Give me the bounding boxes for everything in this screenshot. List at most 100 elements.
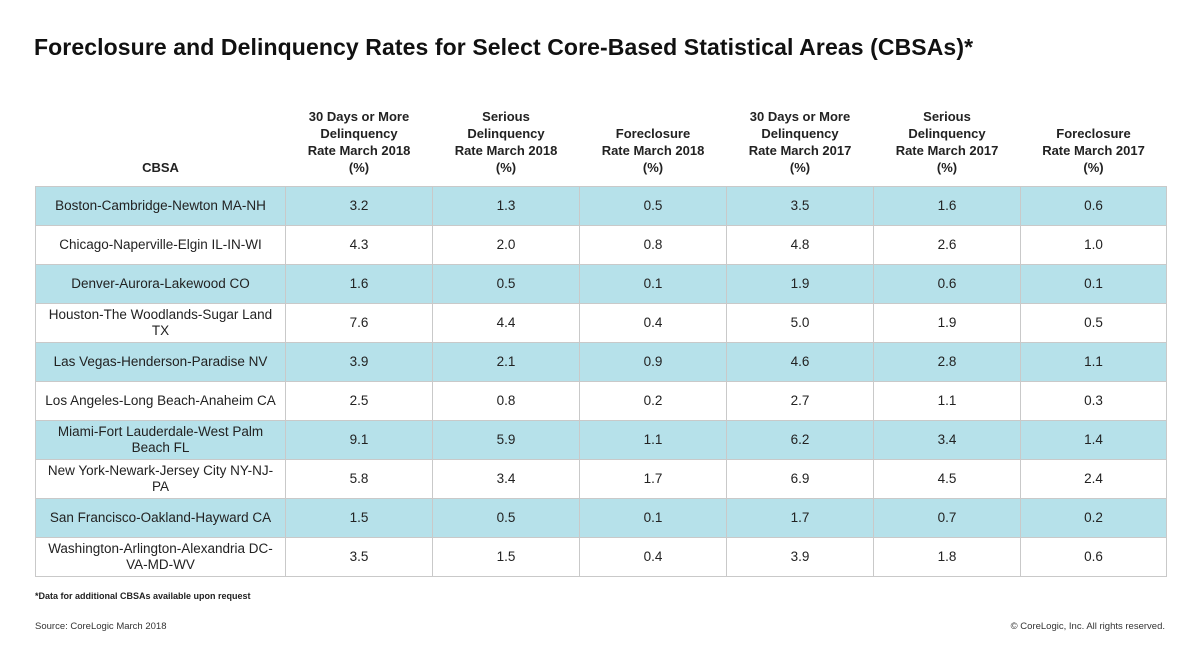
- rate-cell: 0.9: [579, 342, 727, 382]
- column-header: 30 Days or More Delinquency Rate March 201…: [285, 89, 433, 187]
- rate-cell: 0.6: [873, 264, 1021, 304]
- column-header-line: (%): [495, 160, 517, 175]
- table-row: Boston-Cambridge-Newton MA-NH 3.2 1.3 0.5 3.…: [35, 186, 1167, 226]
- table-row: Denver-Aurora-Lakewood CO 1.6 0.5 0.1 1.9 0.6…: [35, 264, 1167, 304]
- rate-cell: 4.8: [726, 225, 874, 265]
- rate-cell: 0.3: [1020, 381, 1167, 421]
- column-header-line: Delinquency: [467, 126, 545, 141]
- rate-cell: 6.2: [726, 420, 874, 460]
- column-header-line: Rate March 2017: [895, 143, 999, 158]
- column-header-line: (%): [936, 160, 958, 175]
- rate-cell: 0.8: [579, 225, 727, 265]
- rate-cell: 2.1: [432, 342, 580, 382]
- cbsa-name-cell: Washington-Arlington-Alexan­dria DC-VA-M…: [35, 537, 286, 577]
- column-header-line: 30 Days or More: [308, 109, 410, 124]
- table-row: Las Vegas-Henderson-Paradise NV 3.9 2.1 0.9…: [35, 342, 1167, 382]
- column-header-cbsa: CBSA: [35, 89, 286, 187]
- table-row: Los Angeles-Long Beach-Ana­heim CA 2.5 0.8…: [35, 381, 1167, 421]
- rate-cell: 1.3: [432, 186, 580, 226]
- column-header-line: Rate March 2018: [601, 143, 705, 158]
- rate-cell: 0.8: [432, 381, 580, 421]
- rate-cell: 1.9: [726, 264, 874, 304]
- cbsa-name-cell: Houston-The Woodlands-Sugar Land TX: [35, 303, 286, 343]
- table-row: San Francisco-Oakland-Hayward CA 1.5 0.5 0.…: [35, 498, 1167, 538]
- column-header-line: Rate March 2018: [454, 143, 558, 158]
- column-header: Foreclosure Rate March 2018 (%): [579, 89, 727, 187]
- rate-cell: 0.1: [579, 264, 727, 304]
- page-title: Foreclosure and Delinquency Rates for Se…: [34, 34, 974, 60]
- column-header-line: CBSA: [142, 160, 179, 175]
- column-header-line: (%): [789, 160, 811, 175]
- table-row: Houston-The Woodlands-Sugar Land TX 7.6 4.…: [35, 303, 1167, 343]
- column-header-line: Rate March 2017: [1042, 143, 1145, 158]
- copyright-note: © CoreLogic, Inc. All rights reserved.: [1010, 621, 1165, 632]
- table-body: Boston-Cambridge-Newton MA-NH 3.2 1.3 0.5 3.…: [35, 186, 1167, 577]
- rates-table: CBSA 30 Days or More Delinquency Rate March…: [35, 89, 1167, 577]
- rate-cell: 1.6: [873, 186, 1021, 226]
- rate-cell: 1.1: [579, 420, 727, 460]
- cbsa-name-cell: New York-Newark-Jersey City NY-NJ-PA: [35, 459, 286, 499]
- rate-cell: 2.5: [285, 381, 433, 421]
- rate-cell: 1.4: [1020, 420, 1167, 460]
- rate-cell: 0.5: [579, 186, 727, 226]
- rate-cell: 0.4: [579, 303, 727, 343]
- rate-cell: 2.4: [1020, 459, 1167, 499]
- rate-cell: 2.8: [873, 342, 1021, 382]
- rate-cell: 4.4: [432, 303, 580, 343]
- column-header-line: (%): [348, 160, 370, 175]
- rate-cell: 2.0: [432, 225, 580, 265]
- rate-cell: 3.4: [432, 459, 580, 499]
- rate-cell: 0.7: [873, 498, 1021, 538]
- rate-cell: 0.5: [432, 498, 580, 538]
- rate-cell: 0.6: [1020, 186, 1167, 226]
- rate-cell: 3.4: [873, 420, 1021, 460]
- rate-cell: 5.9: [432, 420, 580, 460]
- cbsa-name-cell: San Francisco-Oakland-Hayward CA: [35, 498, 286, 538]
- rate-cell: 0.4: [579, 537, 727, 577]
- rate-cell: 6.9: [726, 459, 874, 499]
- rate-cell: 7.6: [285, 303, 433, 343]
- rate-cell: 1.5: [432, 537, 580, 577]
- footnote: *Data for additional CBSAs available upo…: [35, 591, 251, 601]
- rate-cell: 0.2: [1020, 498, 1167, 538]
- rate-cell: 9.1: [285, 420, 433, 460]
- rate-cell: 3.5: [726, 186, 874, 226]
- column-header-line: (%): [1083, 160, 1104, 175]
- source-note: Source: CoreLogic March 2018: [35, 621, 167, 632]
- rate-cell: 3.9: [726, 537, 874, 577]
- rate-cell: 4.3: [285, 225, 433, 265]
- rate-cell: 3.9: [285, 342, 433, 382]
- rate-cell: 1.9: [873, 303, 1021, 343]
- rate-cell: 1.0: [1020, 225, 1167, 265]
- rate-cell: 0.1: [579, 498, 727, 538]
- column-header-line: Foreclosure: [1056, 126, 1131, 141]
- rate-cell: 5.0: [726, 303, 874, 343]
- rate-cell: 1.5: [285, 498, 433, 538]
- column-header-line: Serious: [482, 109, 530, 124]
- rate-cell: 0.5: [1020, 303, 1167, 343]
- cbsa-name-cell: Denver-Aurora-Lakewood CO: [35, 264, 286, 304]
- column-header: Serious Delinquency Rate March 2017 (%): [873, 89, 1021, 187]
- table-row: Miami-Fort Lauderdale-West Palm Beach FL…: [35, 420, 1167, 460]
- column-header: Serious Delinquency Rate March 2018 (%): [432, 89, 580, 187]
- rate-cell: 1.1: [1020, 342, 1167, 382]
- rate-cell: 1.8: [873, 537, 1021, 577]
- table-header-row: CBSA 30 Days or More Delinquency Rate March…: [35, 89, 1167, 187]
- column-header: Foreclosure Rate March 2017 (%): [1020, 89, 1167, 187]
- column-header-line: Rate March 2018: [307, 143, 411, 158]
- rate-cell: 3.5: [285, 537, 433, 577]
- rate-cell: 0.5: [432, 264, 580, 304]
- cbsa-name-cell: Boston-Cambridge-Newton MA-NH: [35, 186, 286, 226]
- cbsa-name-cell: Chicago-Naperville-Elgin IL-IN-WI: [35, 225, 286, 265]
- column-header-line: Rate March 2017: [748, 143, 852, 158]
- column-header: 30 Days or More Delinquency Rate March 201…: [726, 89, 874, 187]
- column-header-line: (%): [642, 160, 664, 175]
- column-header-line: Delinquency: [761, 126, 839, 141]
- table-row: New York-Newark-Jersey City NY-NJ-PA 5.8 3…: [35, 459, 1167, 499]
- rate-cell: 3.2: [285, 186, 433, 226]
- column-header-line: Delinquency: [908, 126, 986, 141]
- rate-cell: 1.7: [726, 498, 874, 538]
- rate-cell: 2.6: [873, 225, 1021, 265]
- column-header-line: Serious: [923, 109, 971, 124]
- rate-cell: 0.2: [579, 381, 727, 421]
